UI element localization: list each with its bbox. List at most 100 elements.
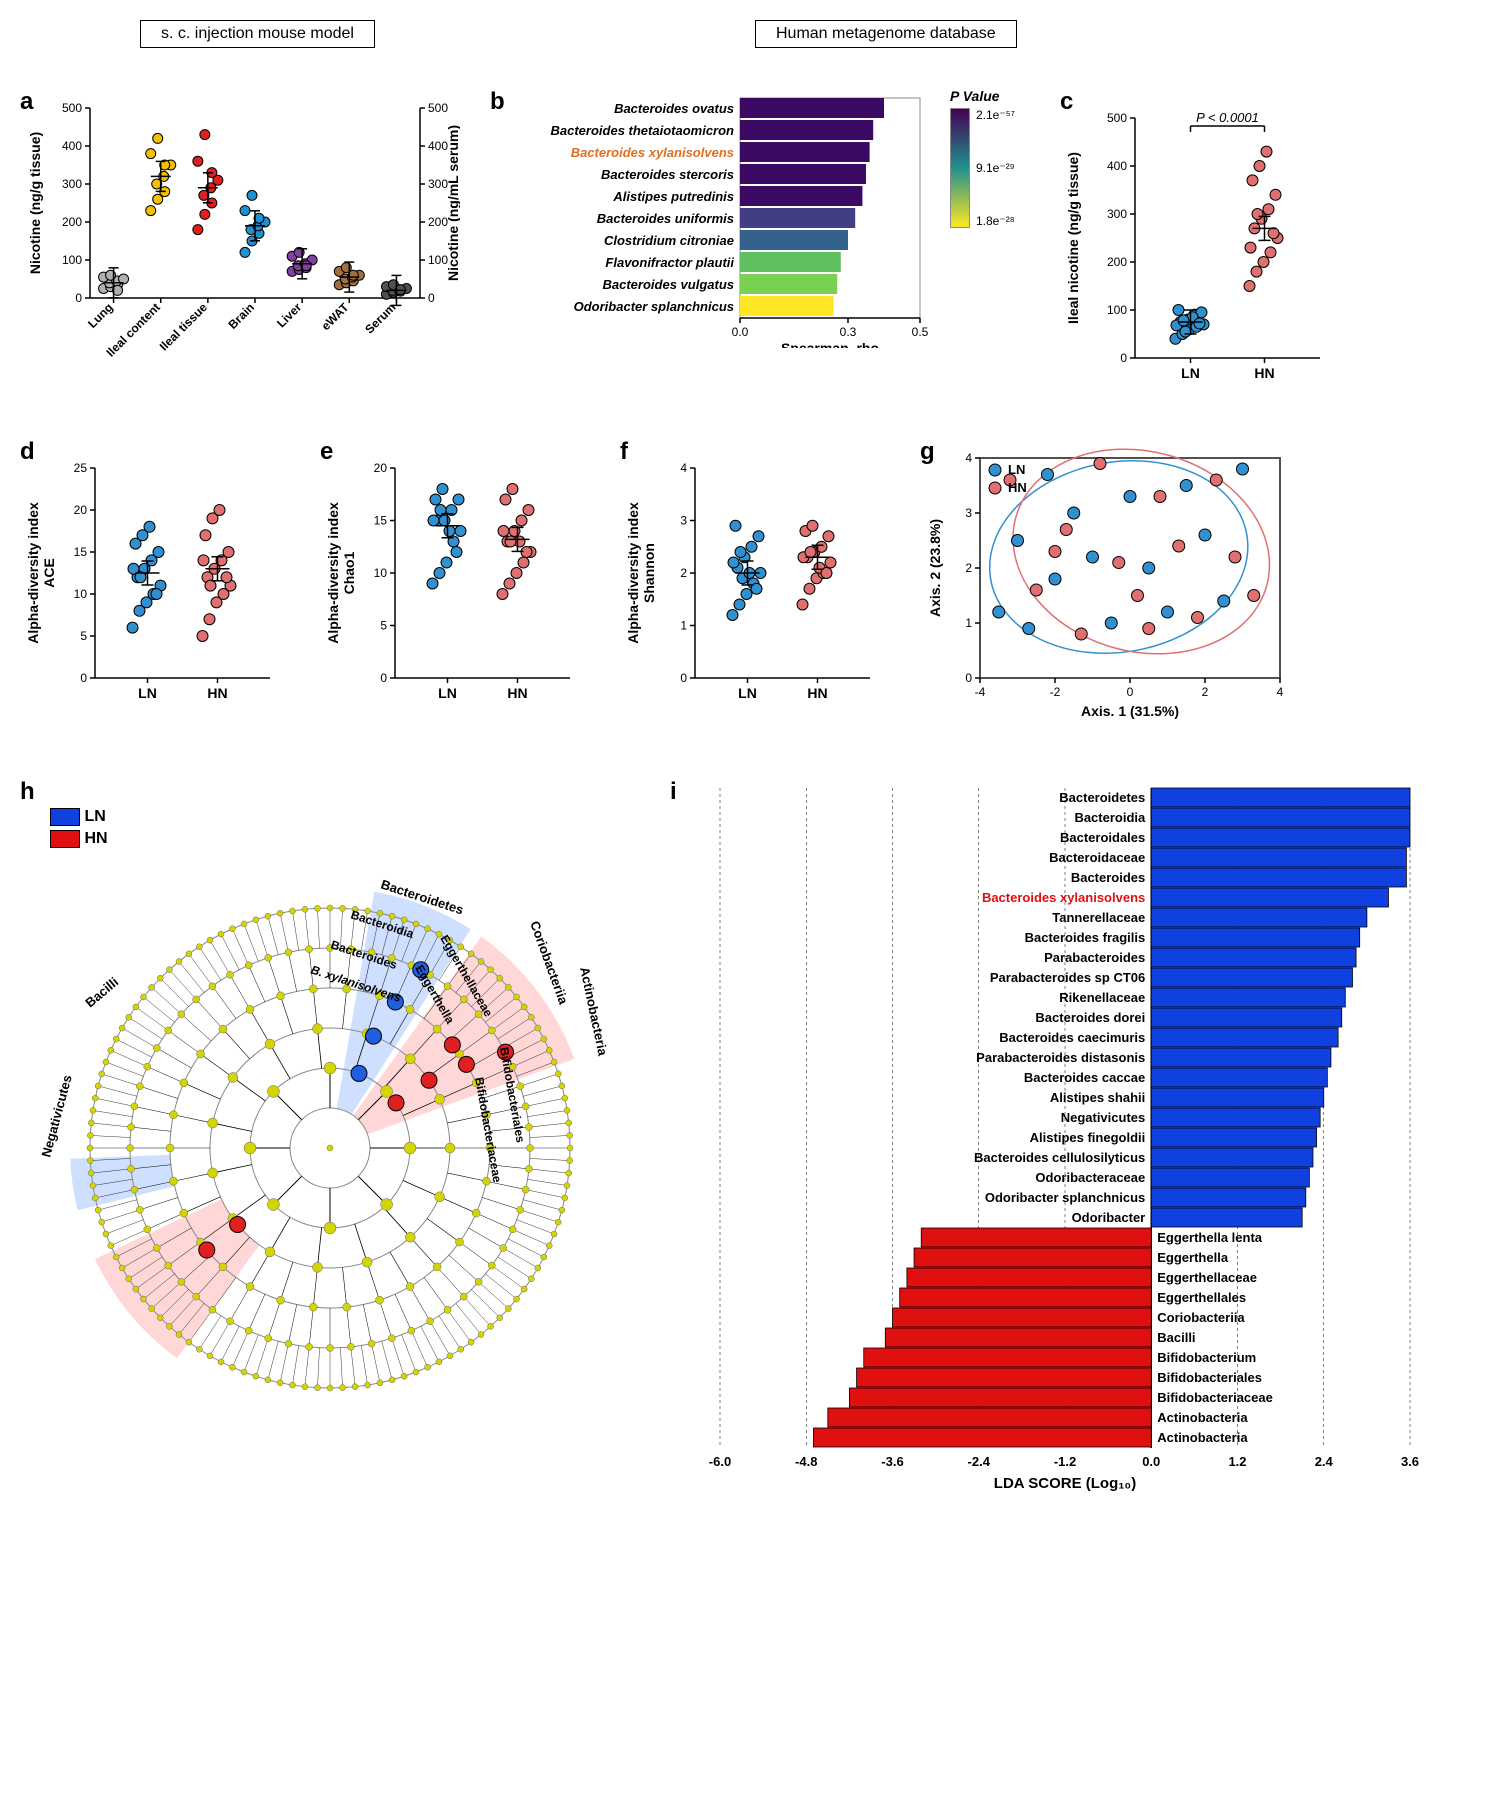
svg-text:Bacteroides uniformis: Bacteroides uniformis	[597, 211, 734, 226]
svg-text:Shannon: Shannon	[641, 543, 657, 603]
cladogram: BacilliNegativicutesBacteroidetesBactero…	[20, 848, 640, 1408]
svg-text:-3.6: -3.6	[881, 1454, 903, 1469]
legend-ln-label: LN	[84, 808, 105, 825]
svg-text:20: 20	[374, 461, 388, 475]
svg-text:Coriobacteriia: Coriobacteriia	[1157, 1310, 1245, 1325]
svg-text:Alpha-diversity index: Alpha-diversity index	[625, 502, 641, 644]
svg-text:Actinobacteria: Actinobacteria	[1157, 1410, 1248, 1425]
svg-text:Parabacteroides sp CT06: Parabacteroides sp CT06	[990, 970, 1145, 985]
header-right-box: Human metagenome database	[755, 20, 1017, 48]
svg-text:Bacteroides thetaiotaomicron: Bacteroides thetaiotaomicron	[551, 123, 735, 138]
svg-text:Eggerthella lenta: Eggerthella lenta	[1157, 1230, 1263, 1245]
svg-text:HN: HN	[207, 685, 227, 701]
svg-text:Bacteroides xylanisolvens: Bacteroides xylanisolvens	[571, 145, 734, 160]
svg-text:Bacilli: Bacilli	[1157, 1330, 1195, 1345]
svg-text:Ileal nicotine (ng/g tissue): Ileal nicotine (ng/g tissue)	[1065, 152, 1081, 324]
svg-text:200: 200	[1107, 255, 1127, 269]
svg-text:Negativicutes: Negativicutes	[38, 1074, 74, 1160]
chart-d: 0510152025Alpha-diversity indexACELNHN	[20, 438, 290, 718]
panel-h-label: h	[20, 778, 35, 806]
svg-text:0: 0	[965, 671, 972, 685]
panel-g-label: g	[920, 438, 935, 466]
panel-g: g -4-202401234Axis. 1 (31.5%)Axis. 2 (23…	[920, 438, 1300, 728]
svg-text:10: 10	[74, 587, 88, 601]
svg-text:2: 2	[965, 561, 972, 575]
svg-text:2: 2	[1202, 685, 1209, 699]
svg-text:2.4: 2.4	[1315, 1454, 1334, 1469]
svg-text:3: 3	[680, 514, 687, 528]
svg-text:25: 25	[74, 461, 88, 475]
colorbar	[950, 108, 970, 228]
svg-text:Bacteroides cellulosilyticus: Bacteroides cellulosilyticus	[974, 1150, 1145, 1165]
svg-text:500: 500	[62, 101, 82, 115]
panel-b: b Bacteroides ovatusBacteroides thetaiot…	[490, 88, 1030, 368]
svg-text:100: 100	[62, 253, 82, 267]
svg-text:15: 15	[74, 545, 88, 559]
svg-text:3.6: 3.6	[1401, 1454, 1419, 1469]
svg-text:Chao1: Chao1	[341, 551, 357, 594]
svg-text:Bacteroides caecimuris: Bacteroides caecimuris	[999, 1030, 1145, 1045]
svg-text:Spearman_rho: Spearman_rho	[781, 340, 879, 348]
colorbar-title: P Value	[950, 88, 1015, 104]
svg-text:HN: HN	[807, 685, 827, 701]
svg-text:0.0: 0.0	[1142, 1454, 1160, 1469]
svg-text:1.2: 1.2	[1228, 1454, 1246, 1469]
svg-text:Bacteroidaceae: Bacteroidaceae	[1049, 850, 1145, 865]
svg-text:300: 300	[62, 177, 82, 191]
svg-text:-4: -4	[975, 685, 986, 699]
panel-b-label: b	[490, 88, 505, 116]
svg-text:500: 500	[428, 101, 448, 115]
chart-c: 0100200300400500Ileal nicotine (ng/g tis…	[1060, 88, 1340, 398]
svg-text:Tannerellaceae: Tannerellaceae	[1052, 910, 1145, 925]
svg-text:Alpha-diversity index: Alpha-diversity index	[325, 502, 341, 644]
svg-text:Nicotine (ng/g tissue): Nicotine (ng/g tissue)	[27, 132, 43, 274]
svg-text:Bifidobacterium: Bifidobacterium	[1157, 1350, 1256, 1365]
chart-e: 05101520Alpha-diversity indexChao1LNHN	[320, 438, 590, 718]
svg-text:400: 400	[1107, 159, 1127, 173]
svg-text:Nicotine (ng/mL serum): Nicotine (ng/mL serum)	[445, 125, 460, 281]
svg-text:Alistipes finegoldii: Alistipes finegoldii	[1030, 1130, 1146, 1145]
svg-text:-1.2: -1.2	[1054, 1454, 1076, 1469]
svg-text:5: 5	[80, 629, 87, 643]
panel-e-label: e	[320, 438, 333, 466]
svg-text:HN: HN	[507, 685, 527, 701]
svg-text:200: 200	[62, 215, 82, 229]
svg-text:100: 100	[1107, 303, 1127, 317]
svg-text:Parabacteroides distasonis: Parabacteroides distasonis	[976, 1050, 1145, 1065]
svg-text:Negativicutes: Negativicutes	[1061, 1110, 1146, 1125]
svg-text:2: 2	[680, 566, 687, 580]
svg-text:0: 0	[1120, 351, 1127, 365]
cb-label-0: 2.1e⁻⁵⁷	[976, 108, 1015, 122]
row-1: a 00100100200200300300400400500500Nicoti…	[20, 88, 1483, 408]
svg-text:15: 15	[374, 514, 388, 528]
panel-e: e 05101520Alpha-diversity indexChao1LNHN	[320, 438, 590, 718]
panel-a-label: a	[20, 88, 33, 116]
svg-text:Actinobacteria: Actinobacteria	[577, 966, 611, 1058]
svg-text:0: 0	[680, 671, 687, 685]
svg-text:400: 400	[62, 139, 82, 153]
svg-text:ACE: ACE	[41, 558, 57, 588]
svg-text:Bifidobacteriaceae: Bifidobacteriaceae	[1157, 1390, 1273, 1405]
svg-text:Axis. 2 (23.8%): Axis. 2 (23.8%)	[927, 519, 943, 617]
svg-text:0: 0	[1127, 685, 1134, 699]
svg-text:20: 20	[74, 503, 88, 517]
svg-text:eWAT: eWAT	[319, 300, 352, 333]
svg-text:Alistipes putredinis: Alistipes putredinis	[612, 189, 734, 204]
svg-text:0: 0	[380, 671, 387, 685]
panel-i: i -6.0-4.8-3.6-2.4-1.20.01.22.43.6Bacter…	[670, 778, 1430, 1538]
svg-text:Bacteroides xylanisolvens: Bacteroides xylanisolvens	[982, 890, 1145, 905]
header-left-box: s. c. injection mouse model	[140, 20, 375, 48]
svg-text:Bacteroidetes: Bacteroidetes	[1059, 790, 1145, 805]
cb-label-2: 1.8e⁻²⁸	[976, 214, 1015, 228]
figure-container: s. c. injection mouse model Human metage…	[20, 20, 1483, 1538]
header-row: s. c. injection mouse model Human metage…	[140, 20, 1483, 48]
svg-text:4: 4	[680, 461, 687, 475]
svg-text:LN: LN	[138, 685, 157, 701]
svg-text:Lung: Lung	[85, 300, 116, 331]
svg-text:Flavonifractor plautii: Flavonifractor plautii	[605, 255, 734, 270]
svg-text:-4.8: -4.8	[795, 1454, 817, 1469]
svg-text:4: 4	[1277, 685, 1284, 699]
legend-hn-box	[50, 830, 80, 848]
svg-text:LN: LN	[738, 685, 757, 701]
svg-text:Axis. 1 (31.5%): Axis. 1 (31.5%)	[1081, 703, 1179, 719]
